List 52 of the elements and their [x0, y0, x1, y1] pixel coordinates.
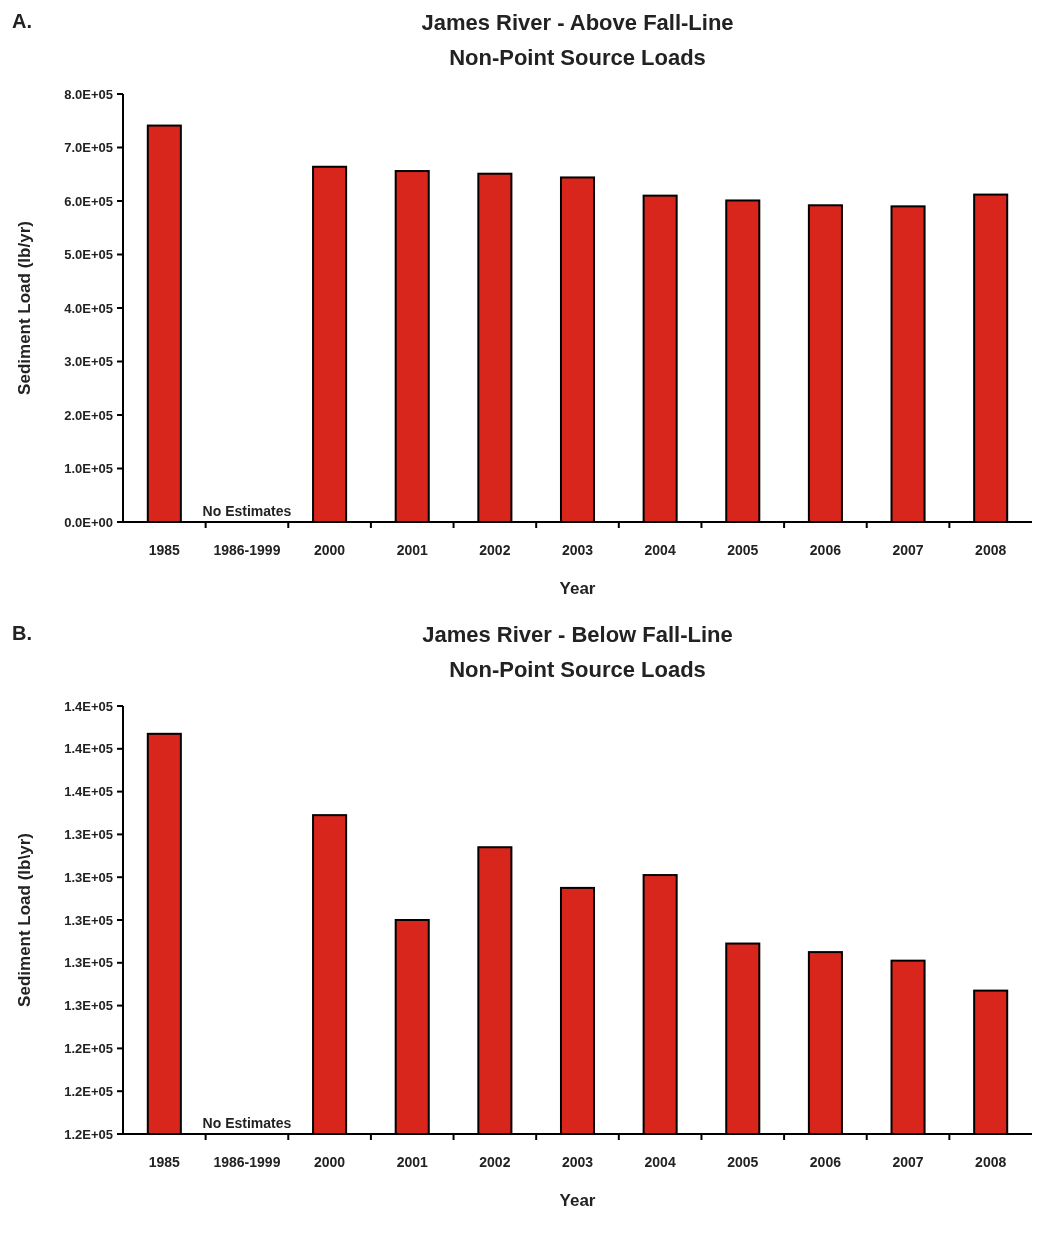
x-tick-label: 2006 — [809, 1154, 842, 1170]
y-tick-label: 1.2E+05 — [64, 1083, 113, 1099]
y-axis-title: Sediment Load (lb\yr) — [15, 833, 34, 1007]
x-tick-label: 2005 — [727, 1154, 759, 1170]
x-tick-label: 1986-1999 — [213, 1154, 281, 1170]
y-tick-label: 1.3E+05 — [64, 912, 113, 928]
annotation: No Estimates — [202, 503, 292, 519]
y-tick-label: 1.2E+05 — [64, 1126, 113, 1142]
y-tick-label: 1.3E+05 — [64, 955, 113, 971]
y-tick-label: 1.4E+05 — [64, 784, 113, 800]
y-tick-label: 1.3E+05 — [64, 826, 113, 842]
x-tick-label: 2003 — [561, 542, 594, 558]
y-axis-title: Sediment Load (lb/yr) — [15, 221, 34, 395]
x-tick-label: 1985 — [148, 542, 181, 558]
y-tick-label: 4.0E+05 — [64, 300, 113, 316]
x-tick-label: 2000 — [314, 542, 346, 558]
x-tick-label: 2002 — [479, 542, 511, 558]
x-tick-label: 2000 — [314, 1154, 346, 1170]
x-tick-label: 2004 — [644, 1154, 676, 1170]
y-tick-label: 1.4E+05 — [64, 698, 113, 714]
chart-title: James River - Above Fall-Line Non-Point Source Loads — [421, 10, 734, 70]
y-tick-label: 1.3E+05 — [64, 869, 113, 885]
x-tick-label: 2005 — [727, 542, 759, 558]
x-tick-label: 2007 — [892, 542, 924, 558]
y-tick-label: 7.0E+05 — [64, 140, 113, 156]
y-tick-label: 5.0E+05 — [64, 247, 113, 263]
x-tick-label: 2008 — [975, 542, 1007, 558]
text: B. — [12, 622, 32, 644]
y-tick-label: 8.0E+05 — [64, 86, 113, 102]
x-tick-label: 2008 — [975, 1154, 1007, 1170]
x-axis-title: Year — [559, 579, 596, 598]
x-tick-label: 2003 — [561, 1154, 594, 1170]
x-tick-label: 1986-1999 — [213, 542, 281, 558]
x-axis-title: Year — [559, 1191, 596, 1210]
x-tick-label: 2007 — [892, 1154, 924, 1170]
x-tick-label: 2002 — [479, 1154, 511, 1170]
x-tick-label: 2006 — [809, 542, 842, 558]
y-tick-label: 0.0E+00 — [64, 514, 113, 530]
y-tick-label: 1.4E+05 — [64, 741, 113, 757]
annotation: No Estimates — [202, 1115, 292, 1131]
x-tick-label: 2001 — [396, 542, 429, 558]
y-tick-label: 1.3E+05 — [64, 998, 113, 1014]
x-tick-label: 1985 — [148, 1154, 181, 1170]
y-tick-label: 1.2E+05 — [64, 1040, 113, 1056]
y-tick-label: 3.0E+05 — [64, 354, 113, 370]
y-tick-label: 2.0E+05 — [64, 407, 113, 423]
y-tick-label: 6.0E+05 — [64, 193, 113, 209]
chart-title: James River - Below Fall-Line Non-Point Source Loads — [422, 622, 733, 682]
y-tick-label: 1.0E+05 — [64, 461, 113, 477]
text: A. — [12, 10, 32, 32]
x-tick-label: 2004 — [644, 542, 676, 558]
x-tick-label: 2001 — [396, 1154, 429, 1170]
